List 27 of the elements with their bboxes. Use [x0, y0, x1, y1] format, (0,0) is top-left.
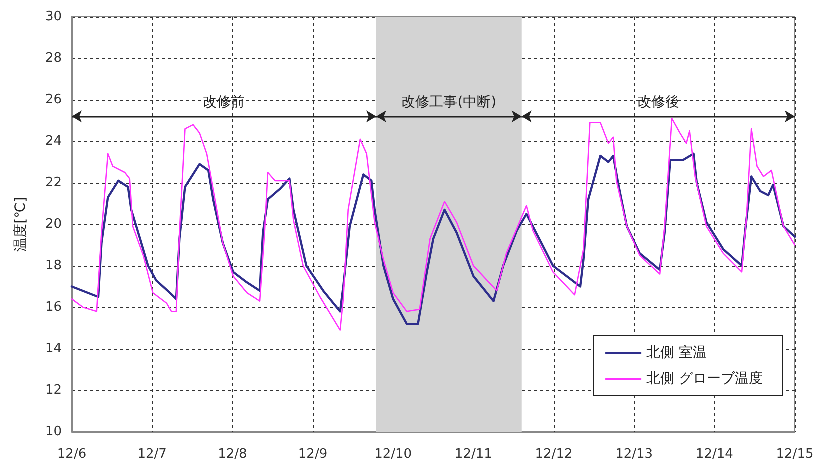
legend-label: 北側 グローブ温度 [646, 371, 764, 387]
y-tick-label: 14 [45, 342, 62, 356]
y-tick-label: 22 [45, 176, 62, 190]
y-tick-label: 26 [45, 92, 62, 108]
x-tick-label: 12/14 [696, 447, 734, 462]
annotation: 改修後 [637, 94, 680, 111]
y-tick-label: 18 [45, 258, 62, 274]
y-tick-label: 20 [45, 217, 62, 232]
y-axis-title: 温度[℃] [13, 197, 29, 252]
x-tick-label: 12/8 [218, 447, 248, 462]
y-tick-label: 24 [45, 134, 62, 149]
x-tick-label: 12/9 [298, 447, 328, 462]
y-tick-label: 30 [45, 10, 62, 24]
x-tick-label: 12/12 [535, 447, 573, 462]
x-tick-label: 12/11 [454, 447, 492, 462]
x-tick-label: 12/10 [374, 447, 412, 462]
y-tick-label: 12 [45, 383, 62, 398]
x-tick-label: 12/6 [57, 447, 87, 462]
y-tick-label: 10 [45, 424, 62, 440]
y-tick-label: 16 [45, 300, 62, 315]
x-tick-label: 12/7 [138, 447, 167, 462]
y-tick-label: 28 [45, 51, 62, 66]
x-tick-label: 12/15 [776, 447, 814, 462]
band-label: 改修工事(中断) [402, 94, 497, 111]
annotation: 改修前 [203, 94, 246, 111]
x-tick-label: 12/13 [616, 447, 654, 462]
legend-label: 北側 室温 [646, 345, 708, 361]
